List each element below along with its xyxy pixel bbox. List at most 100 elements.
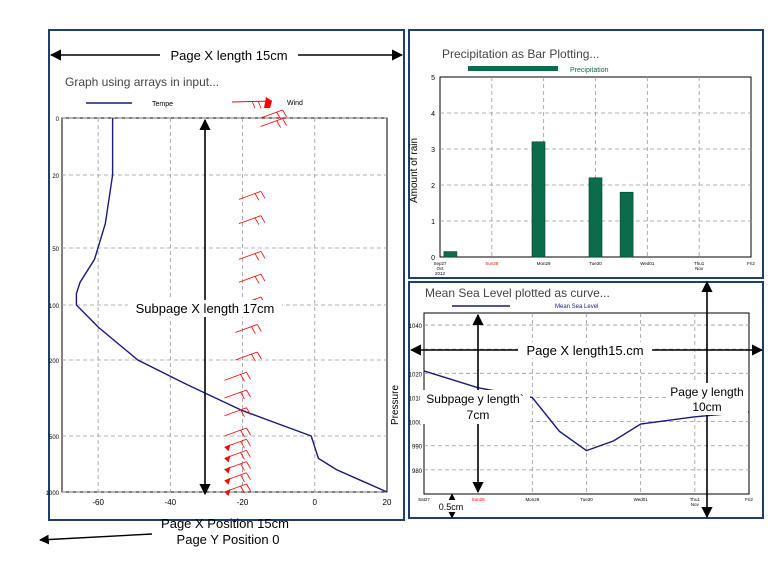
wind-barb-feather xyxy=(240,429,245,438)
wind-barb-feather xyxy=(246,372,251,380)
x-tick-label: Fri2 xyxy=(747,261,755,266)
page-y-length-label-1: Page y length xyxy=(670,385,743,399)
y-tick-label: 100 xyxy=(49,304,60,310)
wind-barb-shaft xyxy=(238,273,262,283)
wind-barb-feather xyxy=(246,461,251,469)
label-bg xyxy=(160,46,298,63)
wind-barb-feather xyxy=(256,324,262,332)
y-tick-label: 500 xyxy=(49,435,60,441)
wind-barb-shaft xyxy=(235,324,258,333)
wind-barb-pennant xyxy=(224,477,231,485)
x-tick-label: Wed01 xyxy=(634,497,649,502)
bar-marks xyxy=(443,141,634,258)
page-y-position-label: Page Y Position 0 xyxy=(177,532,280,547)
wind-barb-shaft xyxy=(224,427,247,437)
wind-barb-feather xyxy=(240,452,245,460)
wind-barb-shaft xyxy=(224,407,247,417)
left-page-frame xyxy=(48,29,405,521)
temperature-series-line xyxy=(75,118,388,493)
bar xyxy=(588,177,603,258)
wind-barb-feather xyxy=(256,351,262,360)
wind-barb-feather xyxy=(260,274,266,282)
x-tick-label: -60 xyxy=(92,498,104,507)
wind-barb xyxy=(238,215,266,225)
wind-barb xyxy=(224,438,251,452)
msl-x-axis: Sat27 Sun28 Mon29 Tue30 Wed01 Thu1 Nov Fri2 xyxy=(418,497,753,507)
right-top-page-frame xyxy=(408,29,764,279)
wind-barb-feather xyxy=(240,474,245,482)
wind-barb xyxy=(224,389,251,400)
y-tick-label: 3 xyxy=(431,147,435,154)
x-tick-label: -40 xyxy=(165,498,177,507)
wind-barb-feather xyxy=(240,409,245,417)
x-tick-label: Thu1 Nov xyxy=(690,497,701,507)
wind-barb-feather xyxy=(240,374,245,382)
wind-barb-shaft xyxy=(260,109,283,119)
subpage-y-length-label-1: Subpage y length` xyxy=(426,392,523,406)
wind-barb xyxy=(224,472,251,485)
wind-barb-shaft xyxy=(238,251,262,260)
wind-barb-shaft xyxy=(238,190,262,200)
legend-wind-label: Wind xyxy=(287,100,303,107)
y-tick-label: 0 xyxy=(56,117,60,123)
x-tick-label: -20 xyxy=(237,498,249,507)
x-tick-label: Tue30 xyxy=(580,497,593,502)
wind-barb xyxy=(260,109,287,120)
wind-barb-shaft xyxy=(238,215,262,225)
x-tick-label: Tue30 xyxy=(589,261,602,266)
left-y-axis: 0 20 50 100 200 500 1000 xyxy=(46,117,60,497)
x-tick-label: Sep27 Oct 2012 xyxy=(433,261,447,276)
x-tick-line: Nov xyxy=(695,266,704,271)
wind-barb-feather xyxy=(246,389,251,398)
wind-barb-feather xyxy=(260,191,266,199)
wind-barb-feather xyxy=(260,215,266,223)
x-tick-label: Sat27 xyxy=(418,497,430,502)
x-tick-line: Sat27 xyxy=(418,497,430,502)
x-tick-label: Mon29 xyxy=(537,261,551,266)
x-tick-line: Tue30 xyxy=(589,261,602,266)
wind-barb xyxy=(224,461,251,474)
wind-barb xyxy=(238,273,266,284)
wind-barb-shaft xyxy=(235,351,258,361)
wind-barb-feather xyxy=(254,193,260,201)
bar xyxy=(443,251,458,258)
page-x-length-right-label: Page X length15.cm xyxy=(526,343,643,358)
wind-barbs xyxy=(224,109,287,496)
y-tick-label: 4 xyxy=(431,111,435,118)
bar-ylabel: Amount of rain xyxy=(409,138,420,203)
y-tick-label: 990 xyxy=(412,445,423,451)
bar-y-axis: 0 1 2 3 4 5 xyxy=(431,75,435,262)
x-tick-line: Fri2 xyxy=(747,261,755,266)
page-y-length-label-2: 10cm xyxy=(692,400,721,414)
wind-barb xyxy=(238,190,266,201)
left-x-axis: -60 -40 -20 0 20 xyxy=(92,498,392,507)
bar-x-axis: Sep27 Oct 2012 Sun28 Mon29 Tue30 Wed01 Thu1 Nov F… xyxy=(433,261,755,276)
y-tick-label: 980 xyxy=(412,469,423,475)
page-x-position-arrow xyxy=(39,533,153,545)
wind-barb-feather xyxy=(240,441,245,449)
wind-barb-feather xyxy=(282,109,287,118)
wind-barb xyxy=(235,324,262,334)
label-bg xyxy=(420,390,530,424)
wind-barb xyxy=(224,450,251,463)
x-tick-line: Tue30 xyxy=(580,497,593,502)
wind-barb-pennant xyxy=(224,489,231,496)
wind-barb-pennant xyxy=(224,444,231,452)
y-tick-label: 2 xyxy=(431,183,435,190)
wind-barb-feather xyxy=(246,439,251,447)
x-tick-line: Oct xyxy=(436,266,444,271)
x-tick-line: Nov xyxy=(691,502,700,507)
wind-barb-feather xyxy=(240,485,245,494)
msl-chart-title: Mean Sea Level plotted as curve... xyxy=(425,286,610,300)
wind-barb-feather xyxy=(240,391,245,400)
y-tick-label: 1020 xyxy=(409,372,423,378)
legend-tempe-label: Tempe xyxy=(152,101,173,108)
x-tick-label: Thu1 Nov xyxy=(694,261,705,271)
legend-precipitation-swatch xyxy=(468,66,558,71)
page-x-length-left-label: Page X length 15cm xyxy=(170,48,287,63)
wind-barb xyxy=(224,427,251,438)
label-bg xyxy=(668,383,748,415)
x-tick-line: Fri2 xyxy=(745,497,753,502)
x-tick-label: 0 xyxy=(313,498,318,507)
